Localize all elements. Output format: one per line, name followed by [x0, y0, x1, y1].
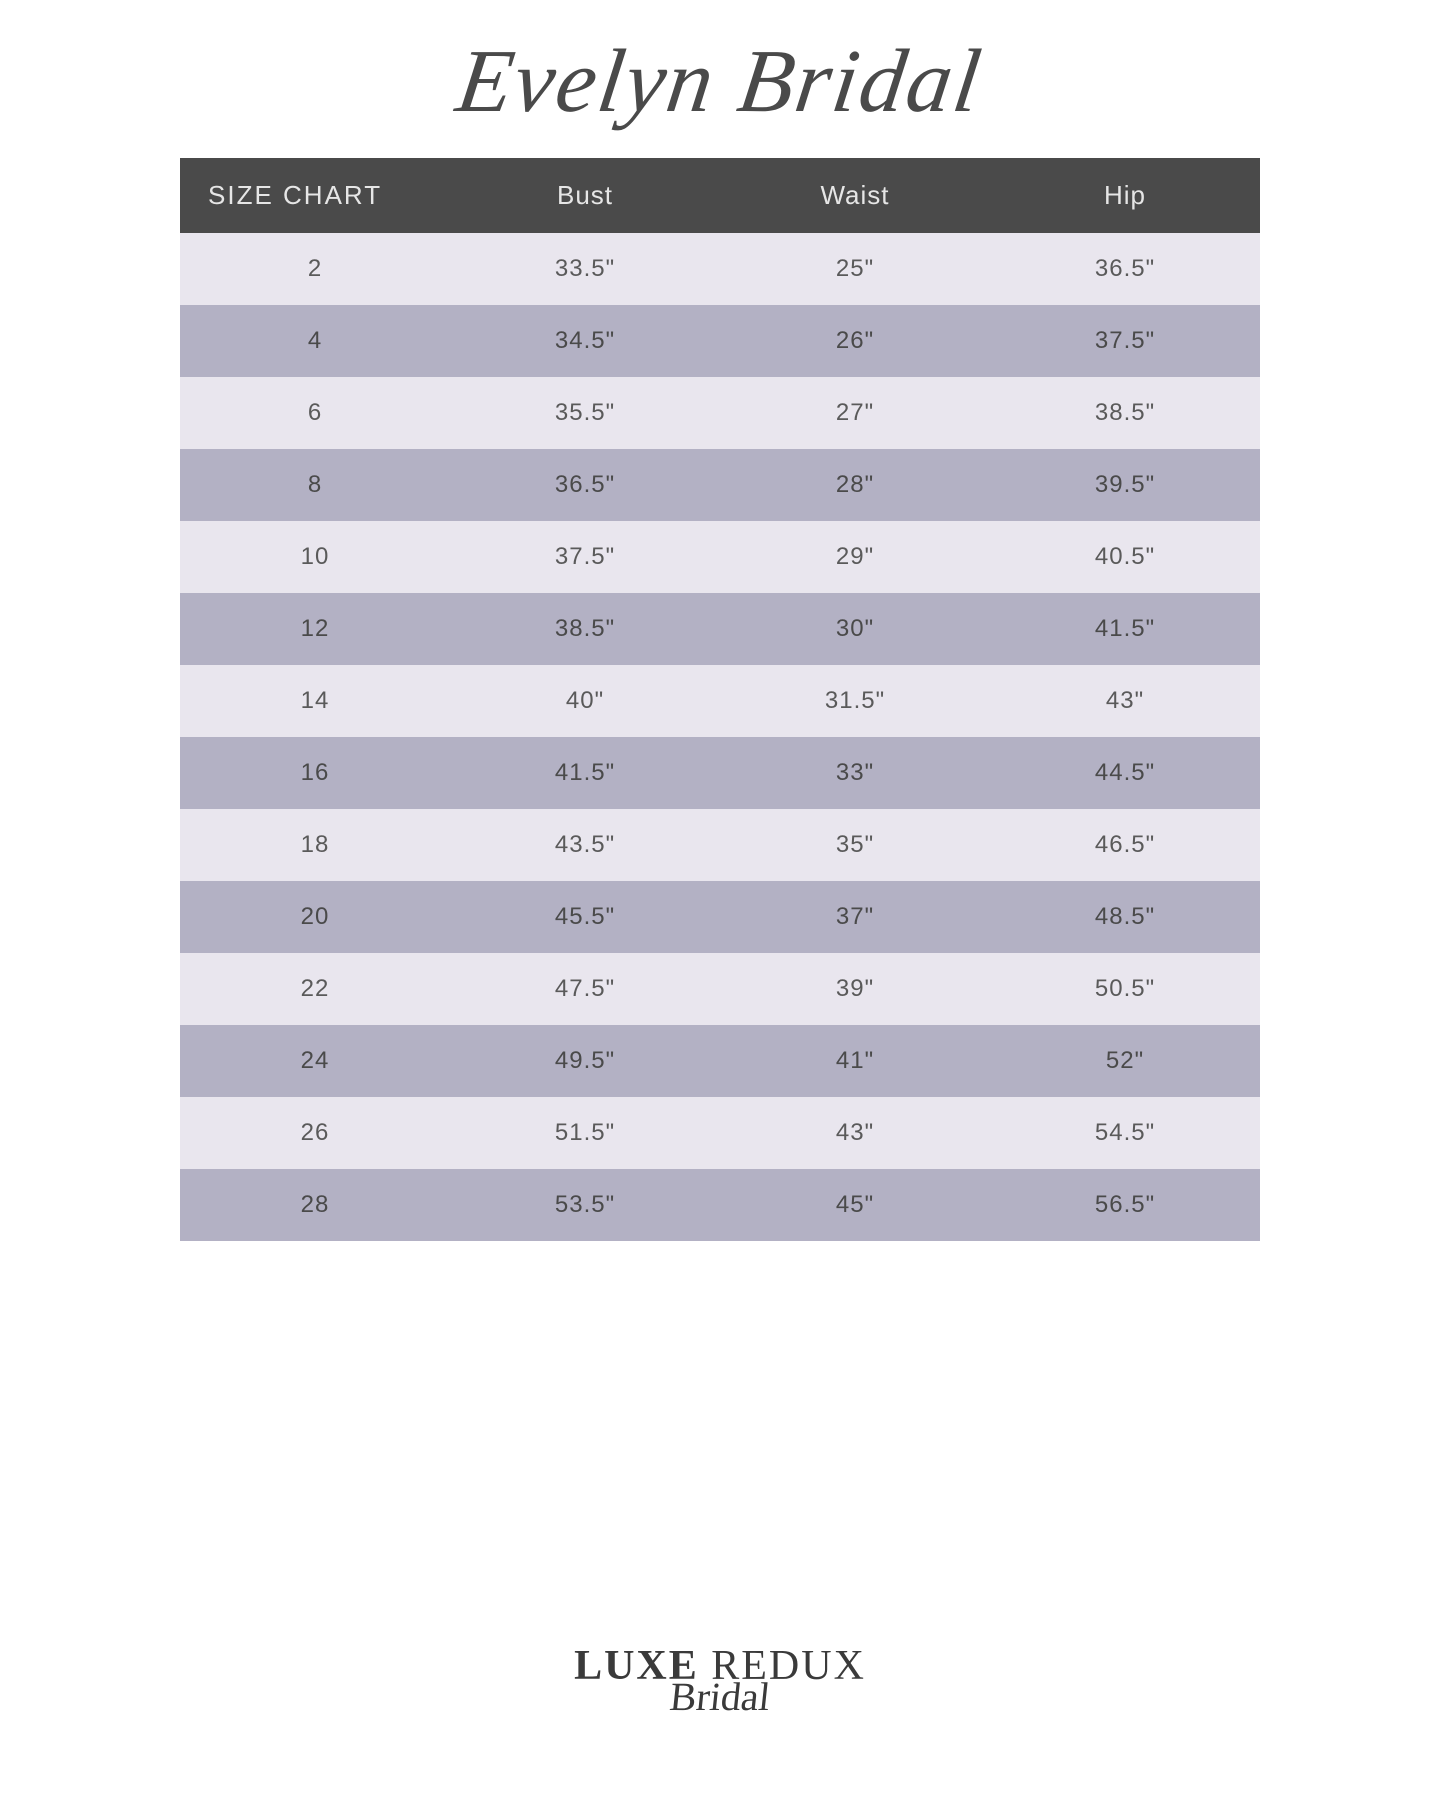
cell-waist: 26"	[720, 305, 990, 377]
col-header-bust: Bust	[450, 158, 720, 233]
table-row: 1641.5"33"44.5"	[180, 737, 1260, 809]
cell-waist: 33"	[720, 737, 990, 809]
table-row: 2045.5"37"48.5"	[180, 881, 1260, 953]
cell-size: 12	[180, 593, 450, 665]
col-header-hip: Hip	[990, 158, 1260, 233]
cell-size: 10	[180, 521, 450, 593]
table-row: 2449.5"41"52"	[180, 1025, 1260, 1097]
table-row: 434.5"26"37.5"	[180, 305, 1260, 377]
cell-size: 28	[180, 1169, 450, 1241]
cell-hip: 44.5"	[990, 737, 1260, 809]
col-header-waist: Waist	[720, 158, 990, 233]
cell-bust: 43.5"	[450, 809, 720, 881]
cell-bust: 51.5"	[450, 1097, 720, 1169]
table-row: 1037.5"29"40.5"	[180, 521, 1260, 593]
cell-hip: 48.5"	[990, 881, 1260, 953]
cell-waist: 45"	[720, 1169, 990, 1241]
table-row: 2247.5"39"50.5"	[180, 953, 1260, 1025]
cell-hip: 43"	[990, 665, 1260, 737]
cell-bust: 38.5"	[450, 593, 720, 665]
cell-waist: 43"	[720, 1097, 990, 1169]
cell-hip: 36.5"	[990, 233, 1260, 305]
cell-hip: 41.5"	[990, 593, 1260, 665]
footer-logo: LUXE REDUX Bridal	[574, 1645, 866, 1720]
cell-bust: 35.5"	[450, 377, 720, 449]
cell-bust: 49.5"	[450, 1025, 720, 1097]
cell-hip: 54.5"	[990, 1097, 1260, 1169]
table-row: 635.5"27"38.5"	[180, 377, 1260, 449]
cell-waist: 27"	[720, 377, 990, 449]
cell-hip: 46.5"	[990, 809, 1260, 881]
cell-bust: 37.5"	[450, 521, 720, 593]
cell-waist: 31.5"	[720, 665, 990, 737]
cell-bust: 34.5"	[450, 305, 720, 377]
table-row: 2853.5"45"56.5"	[180, 1169, 1260, 1241]
cell-bust: 40"	[450, 665, 720, 737]
cell-waist: 30"	[720, 593, 990, 665]
cell-waist: 35"	[720, 809, 990, 881]
cell-waist: 29"	[720, 521, 990, 593]
cell-bust: 41.5"	[450, 737, 720, 809]
cell-waist: 25"	[720, 233, 990, 305]
cell-hip: 52"	[990, 1025, 1260, 1097]
table-row: 1440"31.5"43"	[180, 665, 1260, 737]
table-row: 2651.5"43"54.5"	[180, 1097, 1260, 1169]
cell-bust: 47.5"	[450, 953, 720, 1025]
size-chart-table: SIZE CHART Bust Waist Hip 233.5"25"36.5"…	[180, 158, 1260, 1241]
cell-size: 2	[180, 233, 450, 305]
cell-bust: 36.5"	[450, 449, 720, 521]
cell-size: 24	[180, 1025, 450, 1097]
cell-waist: 39"	[720, 953, 990, 1025]
table-row: 233.5"25"36.5"	[180, 233, 1260, 305]
cell-bust: 53.5"	[450, 1169, 720, 1241]
cell-size: 18	[180, 809, 450, 881]
cell-hip: 39.5"	[990, 449, 1260, 521]
cell-hip: 37.5"	[990, 305, 1260, 377]
cell-hip: 56.5"	[990, 1169, 1260, 1241]
table-header-row: SIZE CHART Bust Waist Hip	[180, 158, 1260, 233]
cell-hip: 50.5"	[990, 953, 1260, 1025]
cell-bust: 33.5"	[450, 233, 720, 305]
cell-hip: 40.5"	[990, 521, 1260, 593]
cell-hip: 38.5"	[990, 377, 1260, 449]
page: Evelyn Bridal SIZE CHART Bust Waist Hip …	[0, 0, 1440, 1800]
cell-size: 8	[180, 449, 450, 521]
brand-title: Evelyn Bridal	[451, 30, 989, 133]
cell-size: 16	[180, 737, 450, 809]
cell-size: 22	[180, 953, 450, 1025]
cell-size: 4	[180, 305, 450, 377]
cell-size: 20	[180, 881, 450, 953]
footer-brand-sub: Bridal	[572, 1673, 869, 1720]
table-body: 233.5"25"36.5"434.5"26"37.5"635.5"27"38.…	[180, 233, 1260, 1241]
cell-waist: 37"	[720, 881, 990, 953]
cell-bust: 45.5"	[450, 881, 720, 953]
cell-waist: 28"	[720, 449, 990, 521]
table-row: 1238.5"30"41.5"	[180, 593, 1260, 665]
table-row: 1843.5"35"46.5"	[180, 809, 1260, 881]
cell-size: 26	[180, 1097, 450, 1169]
cell-size: 6	[180, 377, 450, 449]
size-chart-table-wrap: SIZE CHART Bust Waist Hip 233.5"25"36.5"…	[180, 158, 1260, 1241]
table-row: 836.5"28"39.5"	[180, 449, 1260, 521]
col-header-size: SIZE CHART	[180, 158, 450, 233]
cell-waist: 41"	[720, 1025, 990, 1097]
cell-size: 14	[180, 665, 450, 737]
